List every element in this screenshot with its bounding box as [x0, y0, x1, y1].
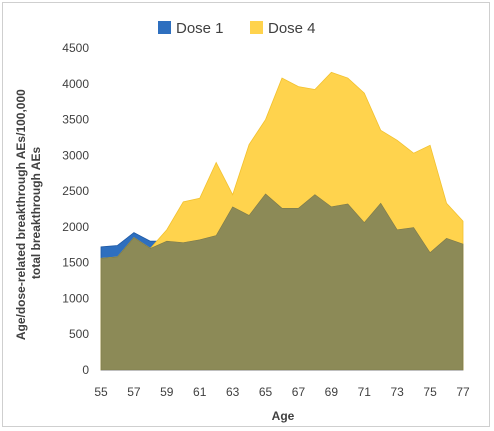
- area-chart: Dose 1 Dose 4 55 57 59 61 63 65 67 69 71 73 75 77 0…: [14, 20, 470, 423]
- legend-swatch-dose-1: [158, 21, 171, 34]
- x-tick-label: 57: [127, 385, 141, 399]
- y-tick-label: 2500: [62, 184, 89, 198]
- x-tick-label: 71: [358, 385, 372, 399]
- x-axis-ticks: 55 57 59 61 63 65 67 69 71 73 75 77: [94, 385, 470, 399]
- x-tick-label: 75: [423, 385, 437, 399]
- chart-frame: Dose 1 Dose 4 55 57 59 61 63 65 67 69 71 73 75 77 0…: [2, 2, 490, 427]
- x-tick-label: 59: [160, 385, 174, 399]
- y-tick-label: 4500: [62, 41, 89, 55]
- legend: Dose 1 Dose 4: [158, 20, 316, 37]
- x-tick-label: 63: [226, 385, 240, 399]
- legend-label-dose-4: Dose 4: [268, 20, 316, 37]
- legend-swatch-dose-4: [250, 21, 263, 34]
- y-axis-title: Age/dose-related breakthrough AEs/100,00…: [14, 86, 43, 340]
- y-axis-title-line-2: total breakthrough AEs: [29, 147, 43, 280]
- x-tick-label: 69: [325, 385, 339, 399]
- y-tick-label: 0: [82, 363, 89, 377]
- y-tick-label: 4000: [62, 77, 89, 91]
- x-tick-label: 77: [456, 385, 470, 399]
- x-axis-title: Age: [272, 409, 295, 423]
- y-tick-label: 1500: [62, 256, 89, 270]
- x-tick-label: 55: [94, 385, 108, 399]
- area-overlap: [100, 193, 464, 371]
- y-axis-ticks: 0 500 1000 1500 2000 2500 3000 3500 4000 4500: [62, 41, 89, 377]
- y-tick-label: 1000: [62, 291, 89, 305]
- y-tick-label: 2000: [62, 220, 89, 234]
- y-axis-title-line-1: Age/dose-related breakthrough AEs/100,00…: [14, 89, 28, 340]
- y-tick-label: 500: [69, 327, 89, 341]
- x-tick-label: 73: [391, 385, 405, 399]
- y-tick-label: 3000: [62, 148, 89, 162]
- legend-label-dose-1: Dose 1: [176, 20, 224, 37]
- x-tick-label: 65: [259, 385, 273, 399]
- plot-area: [100, 71, 464, 371]
- x-tick-label: 61: [193, 385, 207, 399]
- y-tick-label: 3500: [62, 113, 89, 127]
- x-tick-label: 67: [292, 385, 306, 399]
